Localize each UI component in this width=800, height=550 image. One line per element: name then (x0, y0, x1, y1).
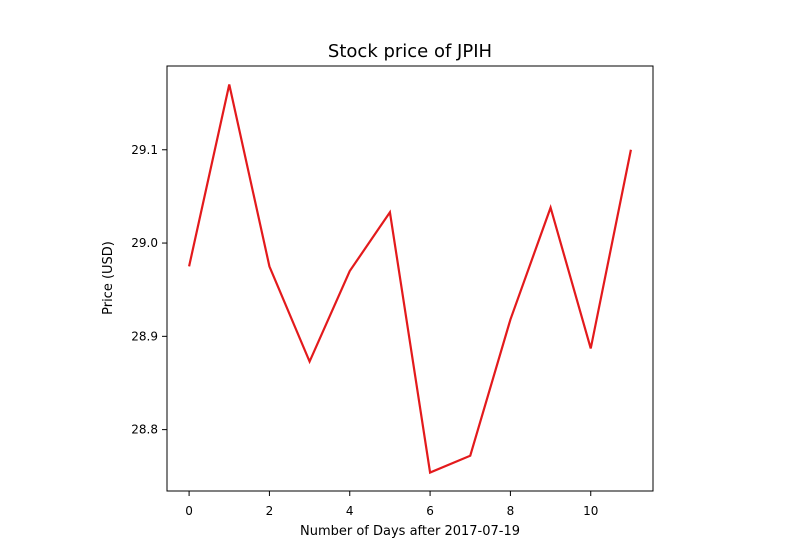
y-axis: 28.8 28.9 29.0 29.1 (131, 143, 167, 437)
x-tick-label: 0 (185, 504, 193, 518)
x-axis-label: Number of Days after 2017-07-19 (300, 524, 520, 539)
x-tick-label: 2 (266, 504, 274, 518)
y-axis-label: Price (USD) (101, 241, 116, 315)
chart-title: Stock price of JPIH (328, 41, 492, 62)
x-tick-label: 6 (426, 504, 434, 518)
y-tick-label: 28.9 (131, 329, 158, 343)
x-axis: 0 2 4 6 8 10 (185, 491, 598, 518)
price-series-line (188, 84, 632, 475)
x-tick-label: 10 (583, 504, 598, 518)
series-layer (188, 84, 632, 475)
y-tick-label: 29.0 (131, 236, 158, 250)
plot-frame (166, 65, 654, 492)
y-tick-label: 29.1 (131, 143, 158, 157)
x-tick-label: 4 (346, 504, 354, 518)
y-tick-label: 28.8 (131, 423, 158, 437)
x-tick-label: 8 (507, 504, 515, 518)
